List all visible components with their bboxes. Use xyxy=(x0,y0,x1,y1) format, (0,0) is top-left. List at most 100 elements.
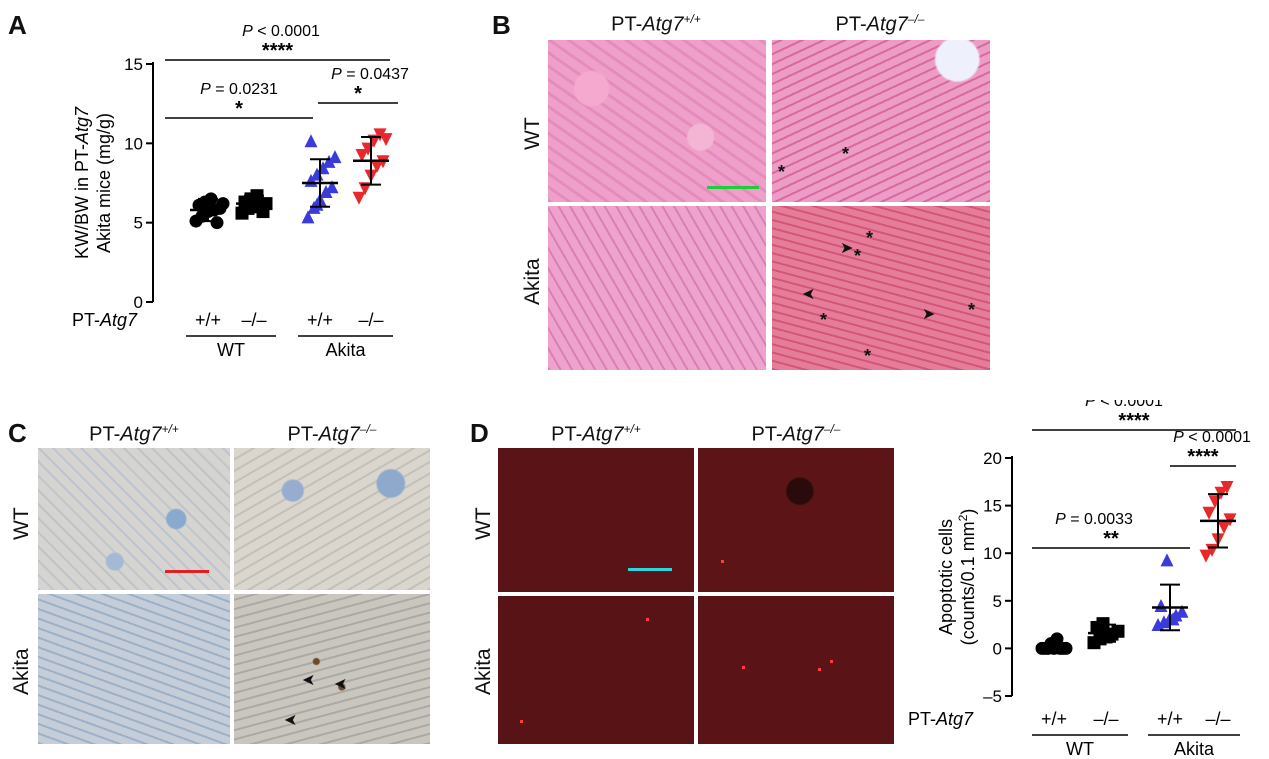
p-value: P = 0.0231 xyxy=(200,81,278,98)
data-point xyxy=(301,210,315,224)
apoptotic-cell-spot xyxy=(646,618,649,621)
significance-stars: * xyxy=(354,83,362,105)
p-value: P = 0.0437 xyxy=(331,66,409,83)
y-tick-label: 15 xyxy=(124,55,143,74)
data-point xyxy=(1199,549,1213,563)
asterisk-marker: * xyxy=(854,246,862,266)
group-label: WT xyxy=(1066,739,1094,759)
p-value: P < 0.0001 xyxy=(1173,429,1251,446)
apoptotic-cell-spot xyxy=(520,720,523,723)
data-point xyxy=(352,191,366,205)
y-axis-label: Akita mice (mg/g) xyxy=(94,113,114,253)
data-point xyxy=(379,133,393,147)
significance-stars: ** xyxy=(1103,528,1119,550)
apoptotic-cell-spot xyxy=(818,668,821,671)
arrowhead-marker: ➤ xyxy=(802,286,816,303)
panel-d-row-label-wt: WT xyxy=(472,507,495,540)
scale-bar xyxy=(628,568,672,571)
micrograph-d-akita-knockout xyxy=(698,596,894,744)
x-tick-label: –/– xyxy=(241,310,266,330)
arrowhead-marker: ➤ xyxy=(922,306,936,323)
panel-b-row-label-wt: WT xyxy=(521,117,544,150)
y-tick-label: 5 xyxy=(134,214,143,233)
micrograph-d-akita-control xyxy=(498,596,694,744)
data-point xyxy=(1202,506,1216,520)
panel-b-col-title-wt: PT-Atg7+/+ xyxy=(611,12,701,36)
significance-stars: **** xyxy=(1118,410,1149,432)
panel-b-row-label-akita: Akita xyxy=(521,258,544,305)
genotype-label: PT-Atg7 xyxy=(72,310,138,330)
x-tick-label: –/– xyxy=(1093,709,1118,729)
p-value: P < 0.0001 xyxy=(1085,400,1163,410)
y-tick-label: 10 xyxy=(124,134,143,153)
micrograph-d-wt-control xyxy=(498,448,694,592)
y-axis-label: (counts/0.1 mm2) xyxy=(956,509,978,646)
data-point xyxy=(216,197,230,211)
micrograph-c-wt-control xyxy=(38,448,230,590)
arrowhead-marker: ➤ xyxy=(302,672,316,689)
p-value: P = 0.0033 xyxy=(1055,511,1133,528)
panel-c-row-label-akita: Akita xyxy=(10,648,33,695)
data-point xyxy=(1102,628,1116,642)
micrograph-c-akita-control xyxy=(38,594,230,744)
y-tick-label: 0 xyxy=(134,293,143,312)
data-point xyxy=(1220,481,1234,495)
arrowhead-marker: ➤ xyxy=(334,676,348,693)
data-point xyxy=(1208,495,1222,509)
panel-c-row-label-wt: WT xyxy=(10,507,33,540)
panel-d-col-title-ko: PT-Atg7–/– xyxy=(751,422,841,446)
data-point xyxy=(1160,553,1174,567)
asterisk-marker: * xyxy=(820,310,828,330)
data-point xyxy=(328,150,342,164)
micrograph-b-akita-control xyxy=(548,206,766,370)
asterisk-marker: * xyxy=(778,162,786,182)
panel-label-a: A xyxy=(8,10,27,40)
x-tick-label: +/+ xyxy=(1157,709,1183,729)
apoptotic-cell-spot xyxy=(742,666,745,669)
y-tick-label: 5 xyxy=(993,592,1002,611)
apoptotic-cell-spot xyxy=(721,560,724,563)
micrograph-c-akita-knockout: ➤ ➤ ➤ xyxy=(234,594,430,744)
data-point xyxy=(355,148,369,162)
data-point xyxy=(1175,604,1189,618)
group-label: Akita xyxy=(1174,739,1215,759)
apoptotic-cell-spot xyxy=(830,660,833,663)
significance-stars: * xyxy=(235,98,243,120)
data-point xyxy=(304,134,318,148)
arrowhead-marker: ➤ xyxy=(840,240,854,257)
x-tick-label: –/– xyxy=(1205,709,1230,729)
y-tick-label: 20 xyxy=(983,449,1002,468)
micrograph-c-wt-knockout xyxy=(234,448,430,590)
y-tick-label: 15 xyxy=(983,497,1002,516)
genotype-label: PT-Atg7 xyxy=(908,709,974,729)
y-tick-label: –5 xyxy=(983,687,1002,706)
group-label: WT xyxy=(217,340,245,360)
data-point xyxy=(370,160,384,174)
asterisk-marker: * xyxy=(842,144,850,164)
y-tick-label: 10 xyxy=(983,544,1002,563)
panel-a-chart: 0 5 10 15 KW/BW in PT-Atg7 Akita mice (mg/g) *… xyxy=(72,23,409,360)
panel-b-col-title-ko: PT-Atg7–/– xyxy=(835,12,925,36)
data-point xyxy=(319,185,333,199)
asterisk-marker: * xyxy=(864,346,872,366)
panel-c-col-title-ko: PT-Atg7–/– xyxy=(287,422,377,446)
micrograph-b-wt-knockout: * * xyxy=(772,40,990,202)
x-tick-label: +/+ xyxy=(1041,709,1067,729)
y-tick-label: 0 xyxy=(993,639,1002,658)
data-point xyxy=(325,180,339,194)
x-tick-label: +/+ xyxy=(195,310,221,330)
arrowhead-marker: ➤ xyxy=(284,712,298,729)
x-tick-label: –/– xyxy=(358,310,383,330)
group-label: Akita xyxy=(325,340,366,360)
data-point xyxy=(1217,521,1231,535)
data-point xyxy=(322,154,336,168)
panel-d-col-title-wt: PT-Atg7+/+ xyxy=(551,422,641,446)
scale-bar xyxy=(165,570,209,573)
data-point xyxy=(373,128,387,142)
panel-label-b: B xyxy=(492,10,511,40)
significance-stars: **** xyxy=(262,40,293,62)
y-axis-label: Apoptotic cells xyxy=(936,519,956,635)
data-point xyxy=(1050,632,1064,646)
panel-d-chart: –5 0 5 10 15 20 Apoptotic cells (counts/0.1 mm2… xyxy=(908,400,1251,759)
